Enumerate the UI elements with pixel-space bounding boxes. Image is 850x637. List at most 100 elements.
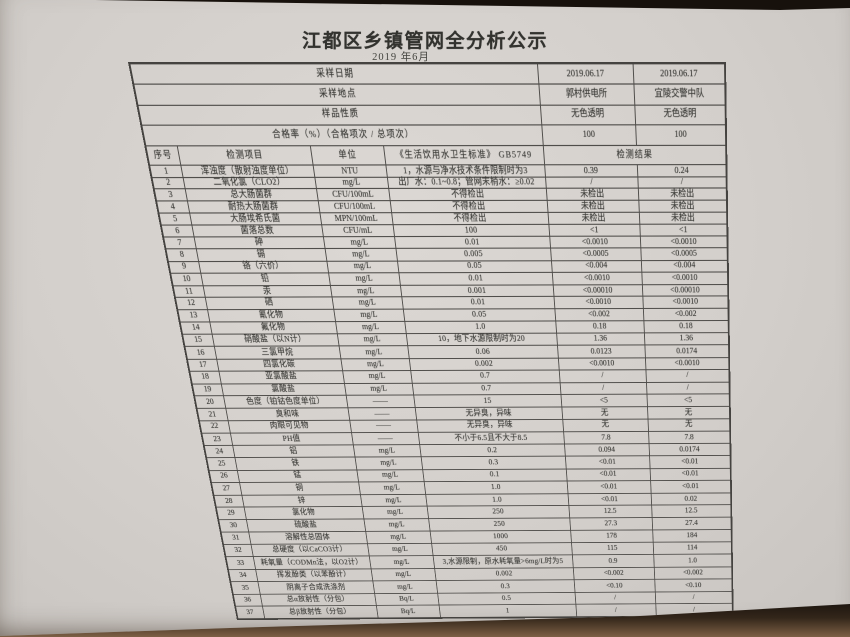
cell-result-site1: / (559, 382, 647, 395)
cell-unit: mg/L (329, 284, 402, 298)
cell-item: 亚氯酸盐 (218, 370, 344, 384)
cell-result-site1: <1 (548, 224, 640, 237)
cell-no: 7 (163, 237, 196, 250)
cell-result-site1: <0.004 (550, 260, 642, 273)
cell-standard: 1.0 (425, 493, 569, 507)
cell-result-site2: <0.01 (650, 480, 732, 494)
cell-no: 20 (194, 395, 226, 409)
cell-no: 16 (184, 346, 217, 360)
cell-result-site2: 0.0174 (648, 443, 731, 457)
cell-no: 10 (170, 273, 203, 286)
cell-result-site2: <0.0005 (640, 247, 728, 261)
cell-no: 24 (203, 445, 235, 458)
cell-standard: 不得检出 (389, 200, 548, 213)
cell-unit: mg/L (342, 370, 412, 384)
table-row: 2 二氧化氯（CLO2） mg/L 出厂水：0.1~0.8；管网末梢水：≥0.02// (151, 177, 727, 190)
cell-result-site1: 115 (571, 542, 654, 556)
cell-result-site1: 178 (570, 530, 653, 543)
cell-no: 6 (160, 224, 194, 238)
cell-no: 17 (186, 358, 219, 372)
cell-unit: mg/L (340, 358, 411, 371)
cell-result-site2: 1.36 (643, 332, 729, 346)
cell-standard: 0.01 (401, 296, 555, 310)
cell-item: 总β放射性（分包） (262, 605, 378, 620)
cell-unit: —— (351, 432, 420, 445)
cell-item: 臭和味 (225, 407, 350, 421)
cell-result-site1: 0.39 (544, 165, 638, 177)
cell-result-site1: <0.00010 (552, 284, 643, 297)
cell-standard: 不得检出 (391, 212, 549, 225)
cell-no: 15 (182, 334, 214, 347)
col-header-standard: 《生活饮用水卫生标准》 GB5749 (383, 145, 545, 166)
cell-result-site2: / (654, 591, 733, 605)
cell-standard: 10，地下水源限制时为20 (405, 333, 558, 347)
column-header-row: 序号 检测项目 单位 《生活饮用水卫生标准》 GB5749 检测结果 (145, 145, 727, 166)
cell-result-site2: <0.004 (640, 260, 728, 273)
cell-result-site1: 0.094 (564, 443, 650, 457)
cell-result-site1: 0.0123 (557, 345, 645, 358)
cell-standard: 250 (428, 518, 571, 532)
cell-standard: 1.0 (404, 321, 557, 334)
cell-no: 1 (149, 165, 183, 178)
cell-item: 铬（六价） (198, 260, 329, 274)
cell-no: 14 (179, 322, 212, 335)
cell-unit: mg/L (336, 333, 408, 347)
cell-result-site1: 0.18 (555, 320, 644, 334)
cell-item: 汞 (202, 285, 332, 298)
cell-result-site2: <0.00010 (641, 284, 729, 297)
cell-item: 肉眼可见物 (227, 420, 352, 434)
cell-result-site1: / (574, 591, 656, 605)
cell-unit: mg/L (358, 481, 426, 495)
info-value-site1: 2019.06.17 (536, 63, 634, 85)
cell-standard: 出厂水：0.1~0.8；管网末梢水：≥0.02 (386, 177, 546, 189)
cell-item: 耐热大肠菌群 (186, 200, 320, 213)
page-title: 江都区乡镇管网全分析公示 (301, 31, 548, 52)
cell-standard: 0.01 (398, 272, 553, 285)
cell-result-site2: 未检出 (638, 200, 728, 213)
cell-result-site2: 0.24 (636, 165, 727, 177)
cell-no: 27 (211, 482, 242, 496)
cell-unit: CFU/100mL (316, 189, 390, 201)
cell-standard: 0.2 (419, 444, 565, 457)
cell-result-site1: 无 (562, 418, 649, 432)
cell-standard: 1.0 (423, 481, 568, 495)
cell-item: 锰 (236, 469, 359, 483)
cell-unit: mg/L (363, 518, 430, 532)
info-value-site2: 100 (635, 124, 727, 146)
cell-result-site1: <5 (560, 394, 648, 407)
cell-result-site2: 114 (652, 542, 732, 555)
cell-standard: 0.06 (407, 345, 558, 359)
cell-result-site2: <0.01 (649, 467, 731, 481)
cell-no: 19 (191, 383, 224, 397)
cell-no: 25 (206, 457, 237, 471)
cell-unit: mg/L (372, 580, 438, 594)
info-value-site1: 100 (541, 124, 637, 146)
cell-unit: —— (345, 395, 415, 408)
cell-unit: mg/L (367, 543, 433, 557)
cell-result-site1: <0.0010 (549, 236, 641, 249)
cell-result-site1: 12.5 (568, 505, 652, 519)
table-row: 3 总大肠菌群 CFU/100mL 不得检出 未检出 未检出 (153, 188, 727, 202)
cell-standard: 0.5 (437, 592, 576, 606)
cell-item: 铅 (200, 272, 330, 286)
cell-unit: Bq/L (374, 593, 439, 606)
cell-item: 砷 (193, 236, 325, 250)
cell-standard: 0.001 (399, 284, 554, 298)
cell-unit: NTU (312, 165, 387, 178)
cell-no: 31 (220, 532, 251, 545)
cell-no: 2 (151, 177, 185, 190)
cell-result-site1: 7.8 (563, 431, 649, 445)
cell-item: 氯酸盐 (220, 383, 346, 396)
cell-unit: CFU/mL (321, 224, 395, 237)
cell-no: 22 (198, 420, 230, 434)
cell-item: 三氯甲烷 (213, 346, 341, 359)
cell-result-site1: / (558, 369, 647, 383)
cell-no: 34 (227, 569, 258, 582)
cell-standard: 1 (438, 604, 577, 618)
cell-no: 36 (232, 594, 263, 607)
cell-unit: mg/L (352, 444, 421, 458)
cell-standard: 不小于6.5且不大于8.5 (417, 431, 565, 445)
cell-standard: 0.002 (434, 567, 574, 581)
cell-item: 挥发酚类（以苯酚计） (255, 568, 373, 582)
cell-unit: CFU/100mL (317, 200, 392, 213)
